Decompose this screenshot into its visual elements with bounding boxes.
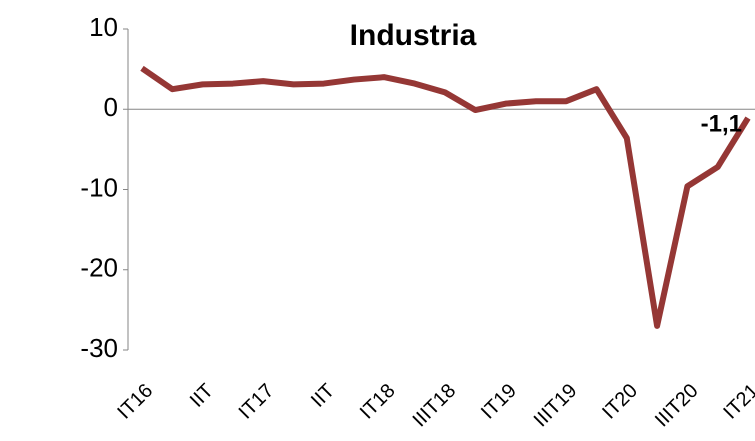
x-tick-label: IIIT19: [530, 380, 582, 432]
x-tick-label: IIT: [307, 380, 339, 412]
y-tick-label: 10: [89, 12, 118, 42]
data-label: -1,1: [701, 110, 742, 137]
x-tick-label: IT16: [113, 380, 157, 424]
x-tick-label: IIIT20: [651, 380, 703, 432]
y-tick-label: 0: [104, 92, 118, 122]
x-tick-label: IT19: [477, 380, 521, 424]
y-tick-label: -30: [80, 333, 118, 363]
line: [140, 65, 751, 329]
x-tick-label: IT18: [356, 380, 400, 424]
x-tick-label: IT20: [598, 380, 642, 424]
x-tick-label: IT21: [719, 380, 755, 424]
x-tick-label: IT17: [235, 380, 279, 424]
x-tick-label: IIIT18: [409, 380, 461, 432]
x-tick-label: IIT: [186, 380, 218, 412]
y-tick-label: -20: [80, 253, 118, 283]
chart-title: Industria: [350, 19, 477, 52]
y-tick-label: -10: [80, 172, 118, 202]
